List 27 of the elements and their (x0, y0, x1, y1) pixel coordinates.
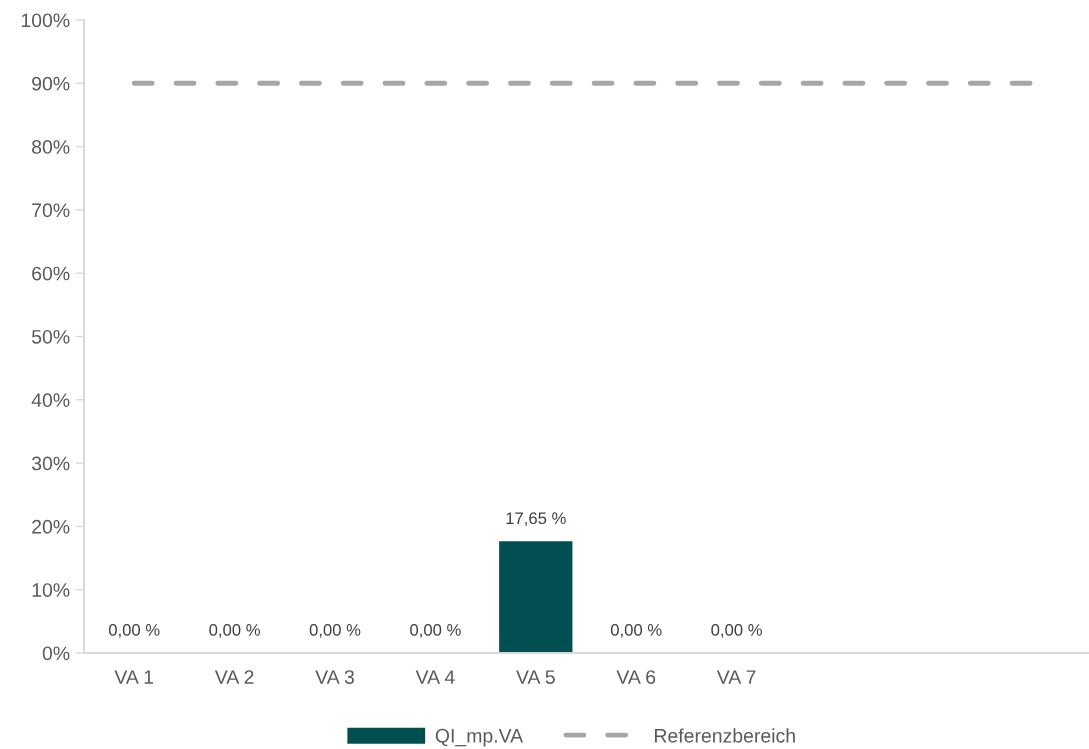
data-label: 17,65 % (506, 512, 566, 527)
x-tick-label: VA 4 (415, 670, 455, 684)
y-tick-label: 60% (32, 266, 70, 281)
x-tick-label: VA 3 (315, 670, 354, 684)
y-tick-label: 80% (32, 140, 70, 154)
x-tick-label: VA 5 (516, 670, 555, 684)
y-tick-label: 90% (32, 76, 70, 91)
y-tick-label: 30% (31, 456, 70, 471)
x-tick-label: VA 2 (214, 670, 254, 684)
data-label: 0,00 % (209, 624, 260, 638)
x-tick-label: VA 1 (114, 670, 154, 684)
y-tick-label: 40% (31, 393, 70, 408)
legend-label: QI_mp.VA (435, 728, 524, 747)
data-label: 0,00 % (711, 624, 762, 638)
data-label: 0,00 % (108, 624, 160, 638)
y-tick-label: 20% (32, 519, 70, 534)
y-tick-label: 50% (31, 329, 70, 344)
data-label: 0,00 % (610, 624, 662, 638)
data-label: 0,00 % (309, 624, 361, 638)
y-tick-label: 100% (21, 13, 70, 28)
y-tick-label: 70% (32, 203, 70, 218)
data-label: 0,00 % (410, 624, 461, 638)
y-tick-label: 0% (42, 646, 70, 661)
y-tick-label: 10% (32, 583, 70, 597)
legend-label: Referenzbereich (655, 728, 795, 743)
x-tick-label: VA 7 (716, 670, 756, 684)
x-tick-label: VA 6 (616, 670, 656, 684)
